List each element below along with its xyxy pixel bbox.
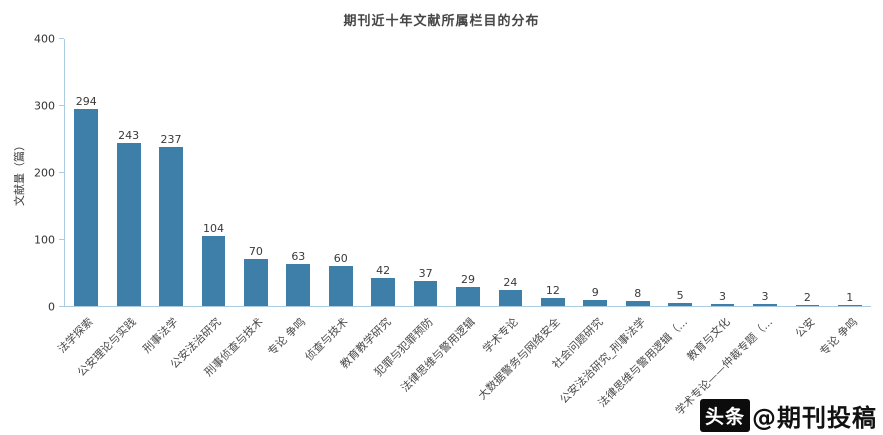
bar-column: 237 [150, 39, 192, 306]
bar-value-label: 243 [118, 129, 140, 143]
bar-column: 37 [404, 39, 446, 306]
bar-value-label: 237 [160, 133, 182, 147]
bar [837, 304, 862, 306]
y-tick-label: 300 [34, 99, 55, 113]
y-tick-label: 0 [48, 300, 55, 314]
y-tick-label: 400 [34, 32, 55, 46]
chart-body: 文献量（篇） 0 100 200 300 400 294 243 237 104 70 63 60 4… [0, 33, 883, 429]
y-axis-ticks: 0 100 200 300 400 [28, 33, 64, 314]
y-axis-label-wrap: 文献量（篇） [10, 39, 28, 307]
bar-column: 243 [107, 39, 149, 306]
y-tick-mark [59, 38, 64, 39]
y-tick-mark [59, 172, 64, 173]
bar-column: 3 [701, 39, 743, 306]
bar-column: 104 [192, 39, 234, 306]
bar-column: 42 [362, 39, 404, 306]
bar-column: 70 [235, 39, 277, 306]
bar-value-label: 1 [846, 290, 854, 304]
x-label-cell: 法律思维与警用逻辑 [399, 307, 488, 429]
x-label-cell: 侦查与技术 [303, 307, 361, 429]
bar [583, 299, 608, 306]
bar-value-label: 104 [202, 222, 224, 236]
bar-value-label: 63 [291, 249, 306, 263]
bar-value-label: 5 [676, 288, 684, 302]
bar-value-label: 8 [634, 286, 642, 300]
bar-column: 3 [744, 39, 786, 306]
y-tick-mark [59, 239, 64, 240]
x-label-cell: 刑事法学 [140, 307, 191, 429]
y-axis-label: 文献量（篇） [13, 140, 26, 206]
bar-column: 294 [65, 39, 107, 306]
x-label-cell: 公安理论与实践 [75, 307, 148, 429]
bar [710, 304, 735, 306]
y-tick-label: 100 [34, 233, 55, 247]
bar-column: 2 [786, 39, 828, 306]
watermark-text: @期刊投稿 [752, 404, 877, 432]
x-label-cell: 大数据警务与网络安全 [476, 307, 573, 429]
bar [413, 281, 438, 306]
watermark: 头条 @期刊投稿 [699, 398, 877, 433]
plot-area-wrap: 294 243 237 104 70 63 60 42 37 29 24 12 9 8 5 3 3 2 1 法学探索… [56, 39, 871, 429]
bar [328, 265, 353, 306]
bar-column: 24 [489, 39, 531, 306]
bar-value-label: 60 [333, 251, 348, 265]
bar-value-label: 12 [545, 283, 560, 297]
bar-column: 60 [320, 39, 362, 306]
bar-column: 63 [277, 39, 319, 306]
bar [74, 109, 99, 306]
bar-value-label: 2 [803, 290, 811, 304]
chart-title: 期刊近十年文献所属栏目的分布 [343, 14, 540, 29]
bar-value-label: 37 [418, 267, 433, 281]
bar-value-label: 3 [719, 290, 727, 303]
bar-column: 12 [532, 39, 574, 306]
bar-value-label: 42 [376, 263, 391, 277]
toutiao-logo: 头条 [699, 399, 750, 432]
bar [116, 143, 141, 306]
bar-column: 8 [616, 39, 658, 306]
y-tick-label: 200 [34, 166, 55, 180]
bar-column: 1 [829, 39, 871, 306]
bar [795, 304, 820, 306]
bar [540, 297, 565, 306]
bar [244, 259, 268, 306]
bar-column: 9 [574, 39, 616, 306]
bar [286, 263, 311, 306]
bar-value-label: 294 [75, 95, 97, 109]
bar [668, 302, 692, 306]
bar-value-label: 9 [591, 285, 599, 299]
bar-column: 5 [659, 39, 701, 306]
bar-value-label: 3 [761, 290, 769, 303]
bar [201, 236, 226, 306]
plot-area: 294 243 237 104 70 63 60 42 37 29 24 12 9 8 5 3 3 2 1 [64, 39, 871, 307]
bar [159, 147, 183, 306]
bar-column: 29 [447, 39, 489, 306]
y-tick-mark [59, 306, 64, 307]
bar [371, 277, 396, 306]
x-axis-category-label: 公安 [793, 315, 818, 341]
y-tick-mark [59, 105, 64, 106]
bar [753, 304, 777, 306]
bar-value-label: 70 [248, 245, 263, 259]
x-label-cell: 专论 争鸣 [265, 307, 318, 429]
bar [625, 300, 650, 306]
bar [456, 286, 480, 306]
bar-value-label: 29 [461, 272, 475, 286]
bar-value-label: 24 [503, 275, 518, 289]
bar [498, 289, 523, 306]
x-label-cell: 刑事侦查与技术 [202, 307, 276, 429]
